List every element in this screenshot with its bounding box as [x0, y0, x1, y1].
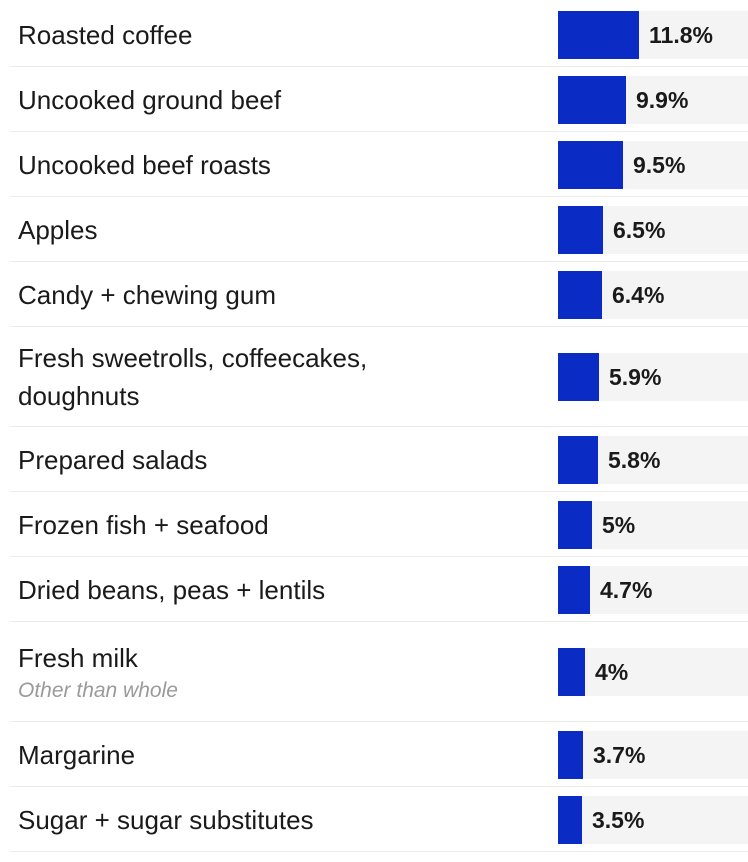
bar — [558, 648, 585, 696]
bar — [558, 796, 582, 844]
table-row: Roasted coffee 11.8% — [0, 2, 748, 67]
data-label: 4.7% — [600, 576, 653, 603]
category-label: Fresh milk Other than whole — [18, 639, 178, 705]
category-label: Uncooked ground beef — [18, 81, 281, 119]
bar-track: 9.5% — [558, 141, 748, 189]
category-label-line: Frozen fish + seafood — [18, 510, 269, 540]
data-label: 5.9% — [609, 363, 662, 390]
category-label-line: Sugar + sugar substitutes — [18, 805, 314, 835]
data-label: 3.5% — [592, 806, 645, 833]
table-row: Candy + chewing gum 6.4% — [0, 262, 748, 327]
bar-track: 3.7% — [558, 731, 748, 779]
category-label: Fresh sweetrolls, coffeecakes, doughnuts — [18, 339, 367, 415]
bar-track: 5% — [558, 501, 748, 549]
bar — [558, 353, 599, 401]
table-row: Sugar + sugar substitutes 3.5% — [0, 787, 748, 852]
category-label-line: Apples — [18, 215, 98, 245]
bar — [558, 206, 603, 254]
category-label: Candy + chewing gum — [18, 276, 276, 314]
category-label-line: Fresh milk — [18, 643, 138, 673]
bar — [558, 141, 623, 189]
category-label-line: Roasted coffee — [18, 20, 193, 50]
table-row: Fresh milk Other than whole 4% — [0, 622, 748, 722]
category-label-line: Margarine — [18, 740, 136, 770]
data-label: 11.8% — [649, 21, 713, 48]
row-divider — [10, 491, 748, 492]
category-label: Uncooked beef roasts — [18, 146, 271, 184]
data-label: 3.7% — [593, 741, 646, 768]
data-label: 4% — [595, 658, 629, 685]
bar-track: 4% — [558, 648, 748, 696]
bar-track: 9.9% — [558, 76, 748, 124]
category-label: Dried beans, peas + lentils — [18, 571, 325, 609]
data-label: 6.4% — [612, 281, 665, 308]
row-divider — [10, 786, 748, 787]
row-divider — [10, 66, 748, 67]
category-label-line: Prepared salads — [18, 445, 208, 475]
bar — [558, 436, 598, 484]
bar — [558, 271, 602, 319]
category-label-line: Dried beans, peas + lentils — [18, 575, 326, 605]
row-divider — [10, 851, 748, 852]
bar — [558, 11, 639, 59]
bar — [558, 731, 583, 779]
row-divider — [10, 556, 748, 557]
table-row: Prepared salads 5.8% — [0, 427, 748, 492]
category-label-line: doughnuts — [18, 381, 140, 411]
row-divider — [10, 621, 748, 622]
category-label-line: Uncooked beef roasts — [18, 150, 271, 180]
bar-track: 5.8% — [558, 436, 748, 484]
bar-track: 4.7% — [558, 566, 748, 614]
table-row: Apples 6.5% — [0, 197, 748, 262]
bar — [558, 566, 590, 614]
category-label: Apples — [18, 211, 98, 249]
category-label-line: Uncooked ground beef — [18, 85, 282, 115]
row-divider — [10, 426, 748, 427]
row-divider — [10, 261, 748, 262]
bar-track: 5.9% — [558, 353, 748, 401]
row-divider — [10, 131, 748, 132]
data-label: 9.5% — [633, 151, 686, 178]
bar — [558, 76, 626, 124]
table-row: Uncooked ground beef 9.9% — [0, 67, 748, 132]
data-label: 9.9% — [636, 86, 689, 113]
bar-track: 11.8% — [558, 11, 748, 59]
table-row: Frozen fish + seafood 5% — [0, 492, 748, 557]
bar — [558, 501, 592, 549]
table-row: Margarine 3.7% — [0, 722, 748, 787]
bar-track: 6.4% — [558, 271, 748, 319]
category-sublabel: Other than whole — [18, 679, 178, 702]
category-label: Sugar + sugar substitutes — [18, 801, 314, 839]
row-divider — [10, 721, 748, 722]
category-label-line: Fresh sweetrolls, coffeecakes, — [18, 343, 368, 373]
table-row: Uncooked beef roasts 9.5% — [0, 132, 748, 197]
category-label: Roasted coffee — [18, 16, 192, 54]
bar-track: 3.5% — [558, 796, 748, 844]
row-divider — [10, 326, 748, 327]
row-divider — [10, 196, 748, 197]
data-label: 6.5% — [613, 216, 666, 243]
category-label: Margarine — [18, 736, 135, 774]
category-label: Prepared salads — [18, 441, 207, 479]
table-row: Dried beans, peas + lentils 4.7% — [0, 557, 748, 622]
bar-track: 6.5% — [558, 206, 748, 254]
data-label: 5% — [602, 511, 636, 538]
category-label: Frozen fish + seafood — [18, 506, 269, 544]
data-label: 5.8% — [608, 446, 661, 473]
table-row: Fresh sweetrolls, coffeecakes, doughnuts 5… — [0, 327, 748, 427]
category-label-line: Candy + chewing gum — [18, 280, 276, 310]
